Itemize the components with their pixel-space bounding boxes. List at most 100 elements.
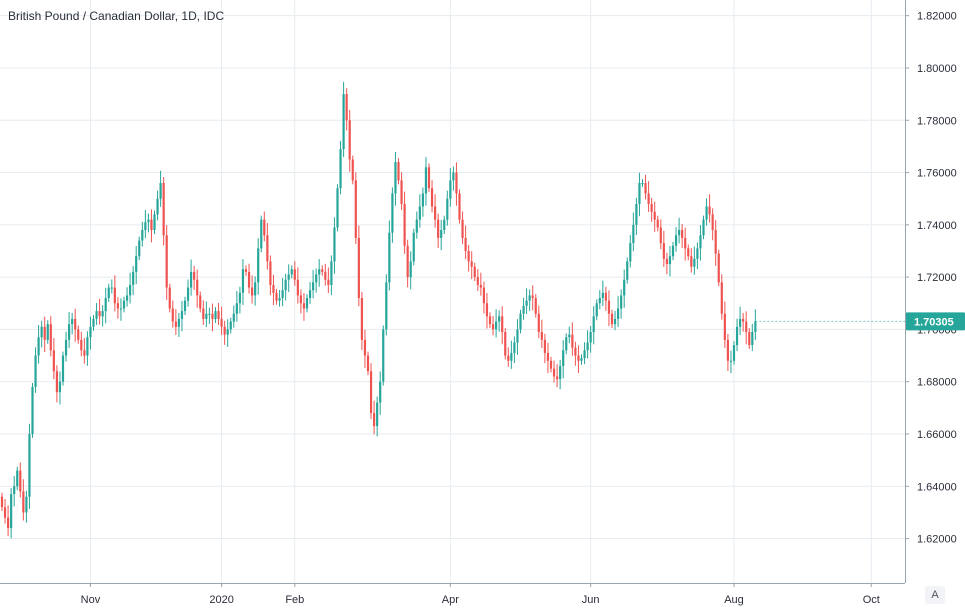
candle	[403, 191, 406, 254]
candle	[348, 110, 351, 172]
candle-body	[702, 219, 705, 236]
candle-body	[217, 311, 220, 319]
candle	[388, 220, 391, 291]
candle	[583, 342, 586, 365]
candle	[177, 312, 180, 337]
candle-body	[580, 358, 583, 361]
candle-body	[254, 282, 257, 296]
candle-body	[351, 159, 354, 181]
candle	[549, 356, 553, 373]
candle	[415, 211, 418, 239]
candle-body	[308, 290, 312, 299]
candle	[589, 326, 592, 353]
candle	[495, 309, 498, 338]
price-tag-label: 1.70305	[914, 316, 954, 328]
candle-body	[80, 339, 83, 351]
candle	[132, 265, 135, 296]
candle	[37, 324, 40, 364]
candle	[321, 265, 324, 276]
candle-body	[354, 180, 357, 238]
candle-body	[681, 230, 684, 238]
candle	[299, 289, 302, 314]
candle	[430, 180, 434, 213]
candle	[635, 197, 638, 236]
candle	[674, 227, 678, 252]
candle-body	[388, 232, 391, 283]
candle	[162, 176, 165, 246]
candle	[565, 333, 568, 355]
candle-body	[144, 222, 147, 231]
candle	[440, 219, 443, 251]
candle	[98, 298, 101, 325]
candle	[0, 492, 4, 512]
candle-body	[601, 292, 604, 299]
candle-body	[583, 350, 586, 359]
candle	[244, 265, 248, 276]
candle	[58, 371, 62, 405]
candle-body	[159, 183, 162, 199]
candle	[632, 212, 635, 252]
candle-body	[31, 386, 34, 434]
candle-body	[644, 183, 647, 194]
candle	[610, 309, 614, 329]
candle-body	[379, 381, 382, 403]
candle-body	[693, 258, 696, 267]
candle-body	[190, 271, 193, 288]
candle	[729, 350, 733, 374]
auto-scale-button[interactable]: A	[925, 586, 945, 604]
candle-body	[522, 305, 525, 314]
candle-body	[382, 329, 385, 382]
candle-body	[183, 300, 187, 312]
candle-body	[348, 120, 351, 160]
candle	[296, 267, 299, 304]
candle-body	[92, 318, 95, 327]
candle-body	[690, 256, 693, 267]
candle-body	[52, 350, 55, 372]
candle-body	[595, 303, 598, 317]
candle-body	[434, 206, 437, 220]
candle-body	[559, 366, 562, 380]
candle-body	[208, 313, 211, 315]
candle	[351, 155, 354, 185]
candle-body	[211, 313, 214, 319]
candle	[668, 246, 672, 277]
candle-body	[186, 287, 190, 301]
candle	[190, 259, 193, 296]
candle-body	[376, 402, 379, 427]
candle	[653, 201, 656, 232]
candle	[638, 172, 641, 217]
candle-body	[385, 282, 388, 330]
candle	[559, 359, 562, 390]
candle	[726, 333, 729, 371]
candle	[739, 306, 742, 335]
candle-body	[333, 227, 336, 262]
candle-body	[25, 496, 28, 513]
x-tick-label: Nov	[81, 594, 101, 606]
candle-body	[464, 237, 467, 251]
candle-body	[232, 313, 235, 322]
candle	[3, 499, 7, 524]
candle-body	[177, 318, 180, 327]
candle-body	[122, 300, 126, 309]
candle	[702, 215, 705, 240]
candle	[751, 323, 754, 352]
candle-body	[299, 295, 302, 304]
candle	[510, 340, 513, 369]
candle	[77, 325, 80, 344]
candle	[266, 223, 269, 270]
candle-body	[153, 214, 156, 231]
candle-body	[732, 345, 736, 361]
candle-body	[174, 321, 177, 327]
candle	[382, 325, 385, 386]
candle	[449, 168, 452, 207]
candle	[159, 170, 162, 207]
candle	[305, 294, 309, 313]
candle-body	[202, 308, 205, 319]
candle-body	[305, 298, 309, 309]
y-tick-label: 1.72000	[917, 272, 957, 284]
candle-body	[129, 284, 132, 296]
candle	[467, 244, 470, 272]
candle	[336, 184, 339, 232]
